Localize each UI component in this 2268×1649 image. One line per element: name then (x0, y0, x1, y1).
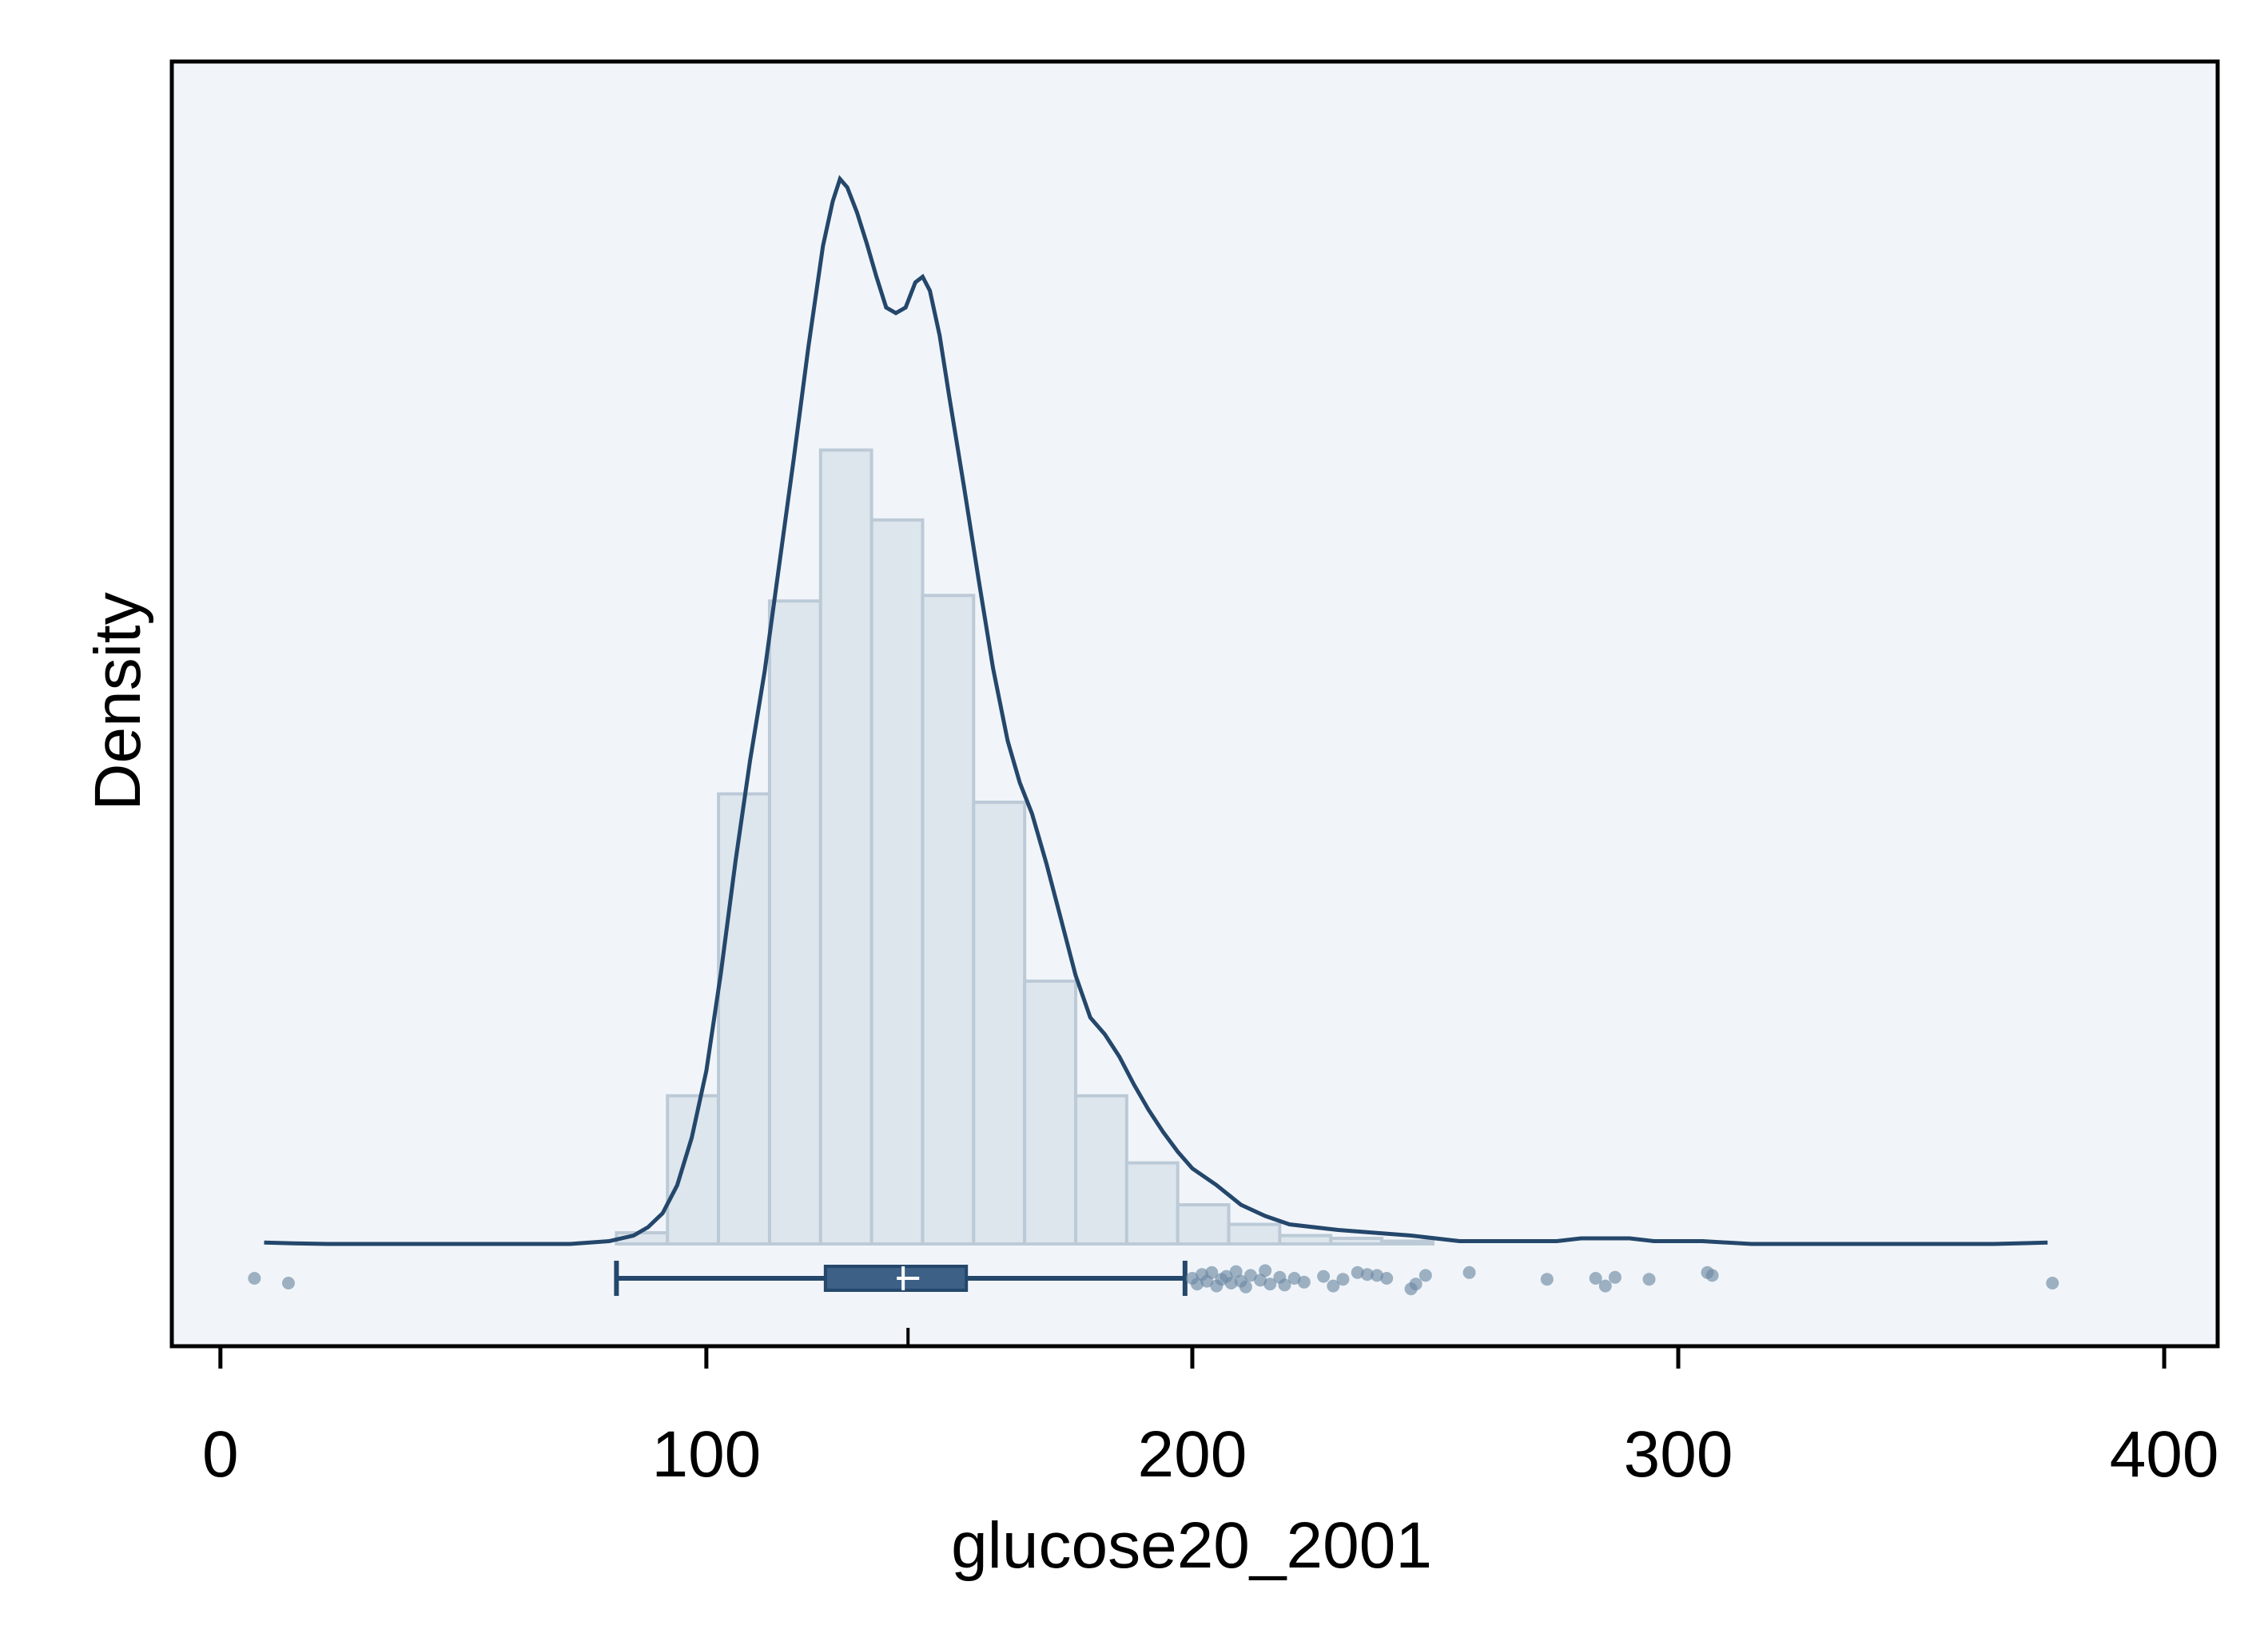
outlier-point (1608, 1270, 1621, 1284)
x-tick-label: 0 (202, 1418, 239, 1491)
x-tick-label: 400 (2110, 1418, 2219, 1491)
histogram-bar (818, 448, 873, 1246)
outlier-point (1409, 1277, 1422, 1291)
outlier-point (1462, 1266, 1476, 1279)
histogram-bar (1329, 1237, 1384, 1246)
outlier-point (1336, 1273, 1350, 1286)
outlier-point (1263, 1277, 1277, 1291)
outlier-point (1371, 1269, 1384, 1282)
histogram-bar (1227, 1222, 1282, 1246)
outlier-point (1243, 1269, 1257, 1282)
outlier-point (1191, 1277, 1204, 1291)
histogram-bar (869, 518, 925, 1246)
density-curve (264, 175, 2048, 1246)
histogram-bar (1124, 1161, 1180, 1246)
outlier-point (1239, 1280, 1252, 1293)
outlier-point (1598, 1279, 1612, 1293)
histogram-bars (615, 448, 1434, 1246)
histogram-bar (767, 599, 822, 1246)
outlier-point (1224, 1277, 1238, 1289)
outlier-point (1317, 1270, 1331, 1283)
histogram-bar (1278, 1234, 1333, 1246)
histogram-bar (717, 792, 771, 1246)
outlier-point (1254, 1274, 1267, 1287)
outlier-point (281, 1277, 295, 1289)
boxplot (614, 1261, 1188, 1346)
histogram-bar (1023, 979, 1078, 1246)
x-axis-title: glucose20_2001 (951, 1509, 1432, 1582)
interquartile-box (823, 1265, 969, 1292)
histogram-bar (666, 1094, 721, 1246)
outlier-point (1297, 1275, 1311, 1289)
y-axis-title: Density (82, 592, 154, 810)
outlier-point (1278, 1278, 1291, 1292)
outlier-points (248, 1264, 2059, 1296)
outlier-point (1351, 1266, 1364, 1279)
histogram-bar (921, 594, 976, 1246)
outlier-point (1418, 1269, 1432, 1282)
x-tick-label: 100 (651, 1418, 761, 1491)
x-tick-label: 300 (1624, 1418, 1733, 1491)
outlier-point (1360, 1268, 1374, 1281)
outlier-point (1327, 1279, 1340, 1293)
x-tick-label: 200 (1138, 1418, 1247, 1491)
outlier-point (1589, 1272, 1602, 1285)
outlier-point (2046, 1277, 2059, 1289)
outlier-point (248, 1272, 261, 1285)
histogram-bar (972, 801, 1027, 1246)
outlier-point (1205, 1266, 1219, 1279)
histogram-bar (1380, 1239, 1434, 1246)
outlier-point (1705, 1269, 1719, 1282)
outlier-point (1287, 1272, 1301, 1285)
x-axis-ticks: 0 100 200 300 400 (202, 1346, 2219, 1491)
histogram-bar (1074, 1094, 1128, 1246)
plot-area (169, 59, 2220, 1349)
outlier-point (1540, 1273, 1554, 1286)
histogram-bar (1176, 1203, 1231, 1246)
outlier-point (1380, 1272, 1394, 1285)
outlier-point (1642, 1273, 1656, 1286)
outlier-point (1259, 1264, 1272, 1277)
outlier-point (1229, 1265, 1243, 1278)
